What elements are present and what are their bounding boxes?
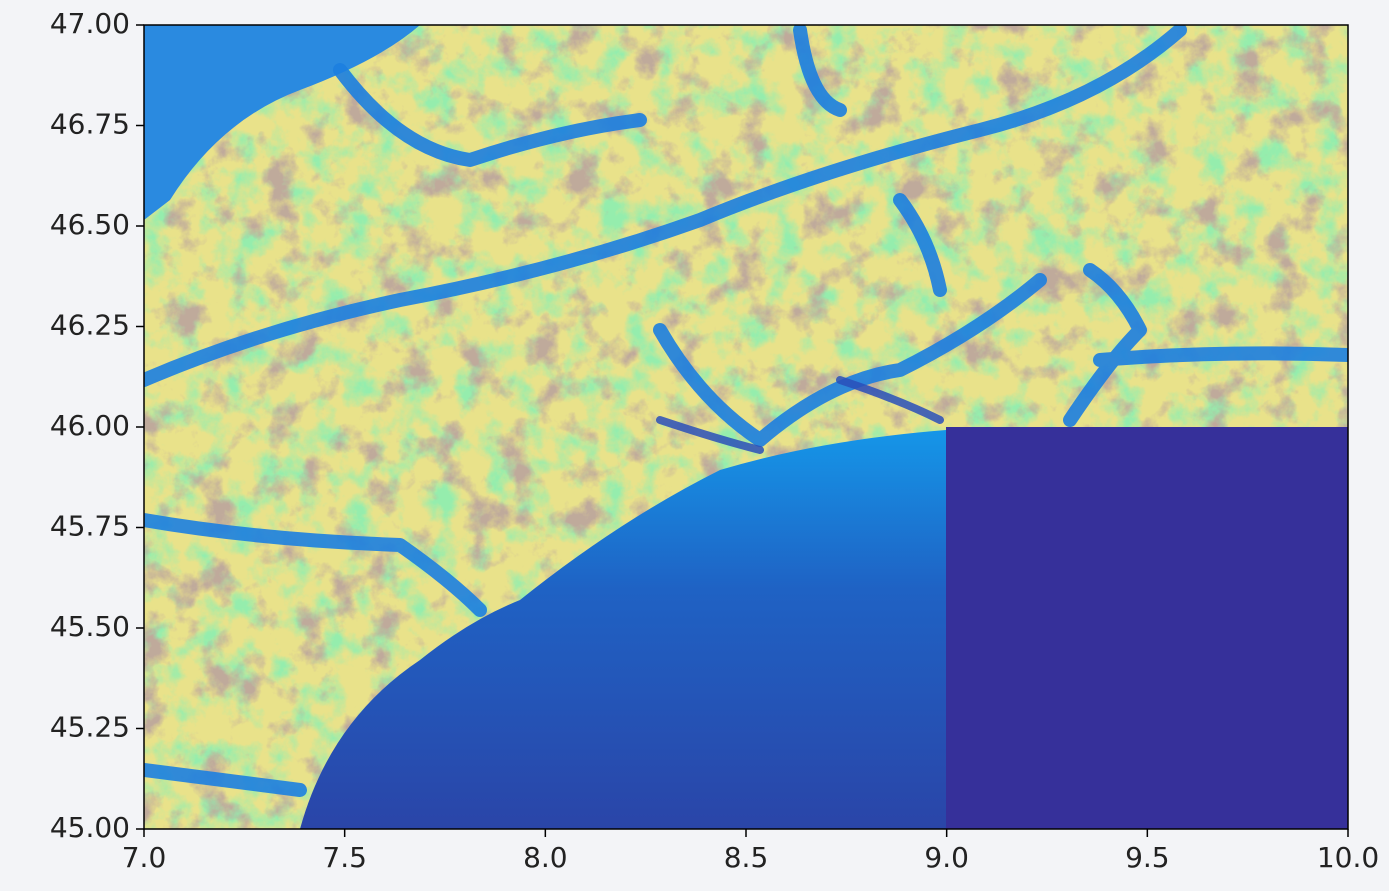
x-tick-label: 8.0 (523, 841, 568, 874)
x-tick-label: 10.0 (1317, 841, 1379, 874)
terrain (144, 25, 1348, 829)
x-tick-label: 7.0 (122, 841, 167, 874)
x-tick-label: 7.5 (322, 841, 367, 874)
y-tick-label: 46.75 (50, 108, 130, 141)
page: 7.0 7.5 8.0 8.5 9.0 9.5 10.0 45.00 45.25 45.50 45.… (0, 0, 1389, 891)
x-tick-label: 8.5 (724, 841, 769, 874)
y-tick-label: 45.75 (50, 510, 130, 543)
x-tick-label: 9.0 (924, 841, 969, 874)
y-tick-label: 45.25 (50, 711, 130, 744)
y-tick-label: 46.00 (50, 409, 130, 442)
y-tick-label: 47.00 (50, 7, 130, 40)
y-tick-label: 45.50 (50, 610, 130, 643)
y-tick-label: 45.00 (50, 811, 130, 844)
x-tick-label: 9.5 (1125, 841, 1170, 874)
y-tick-label: 46.25 (50, 309, 130, 342)
map-figure: 7.0 7.5 8.0 8.5 9.0 9.5 10.0 45.00 45.25 45.50 45.… (0, 0, 1389, 891)
y-tick-label: 46.50 (50, 208, 130, 241)
